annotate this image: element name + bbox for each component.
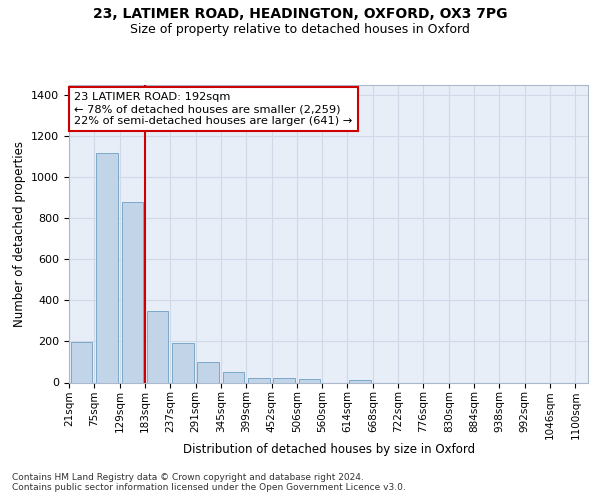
Bar [71, 342, 92, 382]
Text: 23, LATIMER ROAD, HEADINGTON, OXFORD, OX3 7PG: 23, LATIMER ROAD, HEADINGTON, OXFORD, OX… [93, 8, 507, 22]
Text: Distribution of detached houses by size in Oxford: Distribution of detached houses by size … [183, 442, 475, 456]
Y-axis label: Number of detached properties: Number of detached properties [13, 141, 26, 327]
Bar [349, 380, 371, 382]
Bar [197, 362, 219, 382]
Text: Size of property relative to detached houses in Oxford: Size of property relative to detached ho… [130, 22, 470, 36]
Bar [172, 343, 194, 382]
Text: Contains public sector information licensed under the Open Government Licence v3: Contains public sector information licen… [12, 484, 406, 492]
Bar [299, 379, 320, 382]
Bar [122, 202, 143, 382]
Bar [147, 310, 169, 382]
Bar [274, 378, 295, 382]
Bar [248, 378, 269, 382]
Bar [96, 152, 118, 382]
Bar [223, 372, 244, 382]
Text: 23 LATIMER ROAD: 192sqm
← 78% of detached houses are smaller (2,259)
22% of semi: 23 LATIMER ROAD: 192sqm ← 78% of detache… [74, 92, 352, 126]
Text: Contains HM Land Registry data © Crown copyright and database right 2024.: Contains HM Land Registry data © Crown c… [12, 472, 364, 482]
